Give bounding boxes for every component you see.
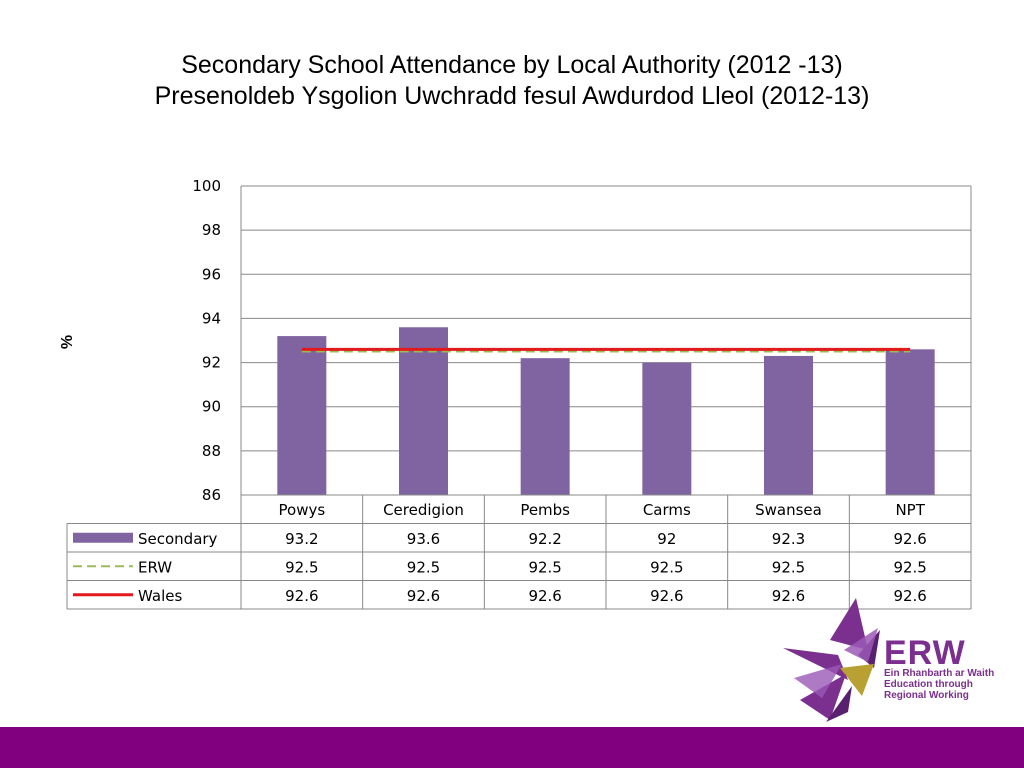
title-line-english: Secondary School Attendance by Local Aut… bbox=[181, 51, 843, 79]
series-name-wales: Wales bbox=[138, 587, 182, 605]
data-value: 92.6 bbox=[650, 587, 683, 605]
grid-lines bbox=[241, 185, 971, 496]
data-value: 92.6 bbox=[772, 587, 805, 605]
footer-bar bbox=[0, 727, 1024, 768]
brand-name: ERW bbox=[884, 634, 966, 672]
data-value: 93.6 bbox=[407, 530, 440, 548]
y-tick-label: 90 bbox=[202, 398, 221, 416]
bar-swansea bbox=[764, 355, 813, 495]
category-label: NPT bbox=[895, 501, 925, 519]
data-value: 92.6 bbox=[528, 587, 561, 605]
category-label: Powys bbox=[279, 501, 326, 519]
y-tick-label: 86 bbox=[202, 486, 221, 504]
data-value: 92 bbox=[657, 530, 676, 548]
bar-carms bbox=[642, 362, 692, 495]
data-value: 92.3 bbox=[772, 530, 805, 548]
category-label: Ceredigion bbox=[383, 501, 464, 519]
data-value: 92.5 bbox=[528, 558, 561, 576]
data-value: 92.5 bbox=[285, 558, 318, 576]
y-tick-label: 98 bbox=[202, 221, 221, 239]
bars bbox=[277, 327, 935, 495]
y-tick-label: 96 bbox=[202, 265, 221, 283]
category-label: Swansea bbox=[755, 501, 822, 519]
data-value: 92.5 bbox=[650, 558, 683, 576]
series-name-erw: ERW bbox=[138, 558, 172, 576]
legend-swatch-secondary bbox=[73, 532, 133, 543]
data-value: 92.5 bbox=[407, 558, 440, 576]
chart-title: Secondary School Attendance by Local Aut… bbox=[0, 50, 1024, 112]
category-label: Carms bbox=[643, 501, 691, 519]
y-axis-label: % bbox=[59, 335, 76, 349]
data-value: 93.2 bbox=[285, 530, 318, 548]
series-name-secondary: Secondary bbox=[138, 530, 218, 548]
y-tick-label: 94 bbox=[202, 309, 221, 327]
data-value: 92.5 bbox=[772, 558, 805, 576]
brand-tagline-2: Education through bbox=[884, 679, 973, 690]
brand-tagline-3: Regional Working bbox=[884, 690, 969, 701]
reference-lines bbox=[301, 347, 911, 353]
erw-logo-icon bbox=[783, 598, 880, 722]
data-value: 92.6 bbox=[893, 587, 926, 605]
data-value: 92.6 bbox=[285, 587, 318, 605]
y-tick-label: 88 bbox=[202, 442, 221, 460]
data-value: 92.5 bbox=[893, 558, 926, 576]
bar-npt bbox=[885, 349, 935, 495]
data-value: 92.6 bbox=[407, 587, 440, 605]
bar-ceredigion bbox=[399, 327, 448, 495]
bar-pembs bbox=[520, 358, 570, 495]
y-tick-label: 92 bbox=[202, 354, 221, 372]
y-tick-label: 100 bbox=[192, 177, 221, 195]
title-line-welsh: Presenoldeb Ysgolion Uwchradd fesul Awdu… bbox=[154, 82, 870, 110]
brand-tagline-1: Ein Rhanbarth ar Waith bbox=[884, 668, 995, 679]
data-value: 92.6 bbox=[893, 530, 926, 548]
axes: 86 88 90 92 94 96 98 100 bbox=[192, 177, 972, 504]
brand-block: ERW Ein Rhanbarth ar Waith Education thr… bbox=[884, 634, 995, 701]
data-table: Powys Ceredigion Pembs Carms Swansea NPT Secon… bbox=[66, 494, 972, 610]
data-value: 92.2 bbox=[528, 530, 561, 548]
bar-powys bbox=[277, 336, 327, 495]
category-label: Pembs bbox=[520, 501, 570, 519]
